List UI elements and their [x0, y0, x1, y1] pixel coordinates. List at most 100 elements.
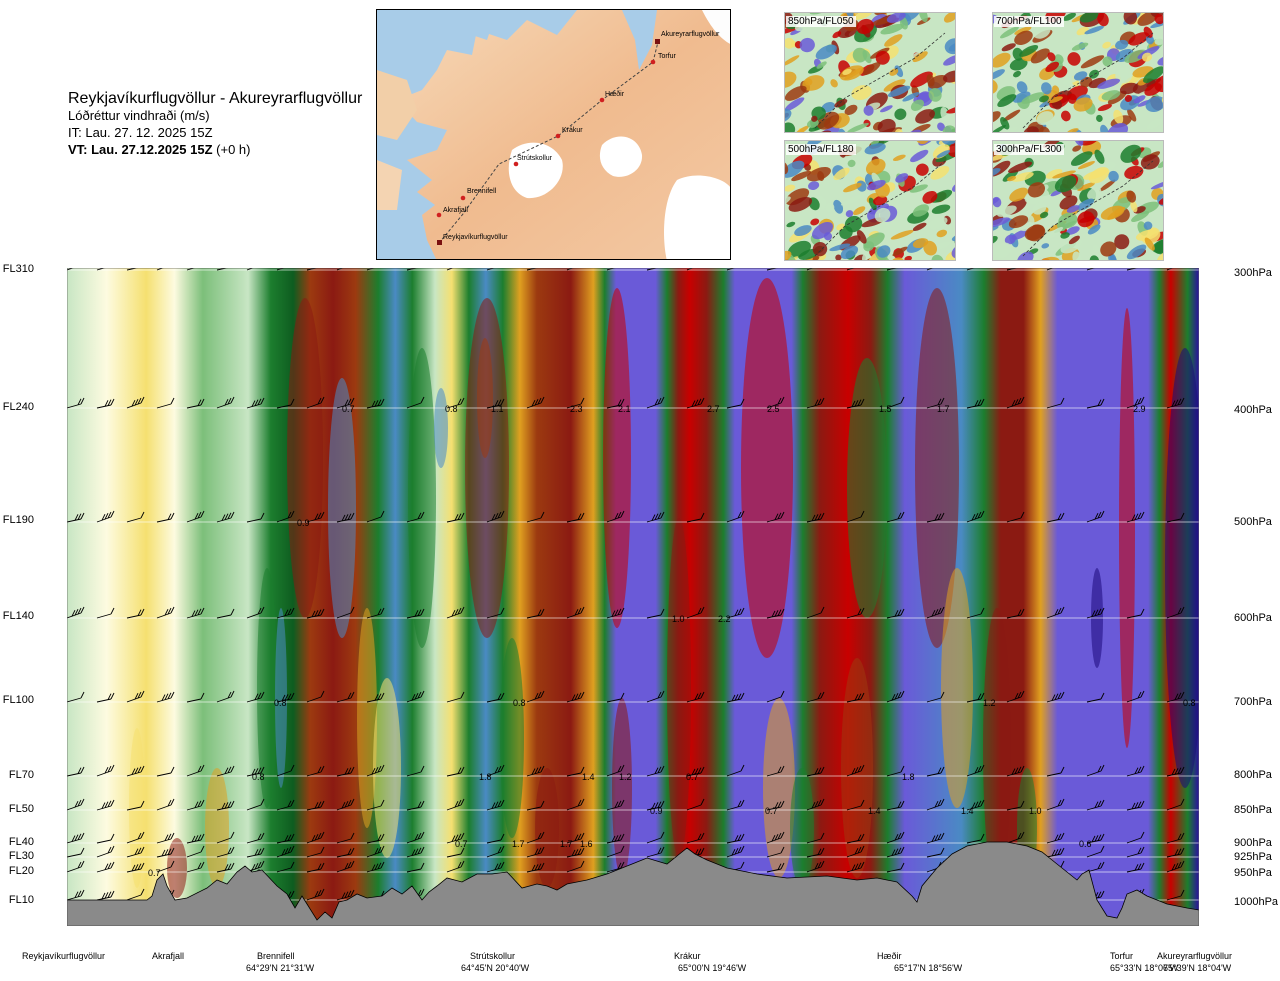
wind-barb — [216, 511, 235, 523]
wind-barb — [67, 766, 85, 777]
chart-title-block: Reykjavíkurflugvöllur - Akureyrarflugvöl… — [68, 90, 362, 158]
wind-barb — [186, 764, 205, 777]
wind-barb — [336, 832, 355, 844]
wind-barb — [67, 832, 85, 844]
wind-barb — [67, 860, 85, 873]
wind-barb — [726, 607, 745, 619]
wind-barb — [126, 800, 145, 811]
wind-barb — [446, 268, 454, 271]
thumbnail-300hpa[interactable]: 300hPa/FL300 — [992, 140, 1164, 261]
wind-barb — [886, 511, 905, 523]
thumbnail-850hpa[interactable]: 850hPa/FL050 — [784, 12, 956, 133]
wind-barb — [566, 397, 585, 409]
hpa-label: 500hPa — [1234, 516, 1272, 528]
wind-barb — [926, 268, 934, 271]
wind-barb — [186, 268, 196, 271]
wind-barb — [766, 690, 785, 703]
wind-barb — [126, 608, 145, 619]
wind-barb — [96, 764, 115, 777]
wind-barb — [1126, 690, 1145, 703]
wind-barb — [156, 766, 175, 777]
wind-barb — [96, 692, 115, 703]
hpa-label: 800hPa — [1234, 769, 1272, 781]
contour-value-label: 0.8 — [252, 772, 265, 782]
waypoint-label: Torfur — [658, 53, 677, 60]
wind-barb — [276, 268, 286, 271]
wind-barb — [486, 861, 505, 873]
wind-barb — [276, 607, 295, 619]
contour-value-label: 1.2 — [983, 698, 996, 708]
contour-value-label: 2.1 — [618, 404, 631, 414]
contour-value-label: 1.7 — [560, 839, 573, 849]
location-strutskollur: Strútskollur 64°45'N 20°40'W — [461, 951, 530, 973]
wind-barb — [1086, 607, 1105, 619]
wind-barb — [846, 268, 856, 271]
wind-barb — [156, 268, 164, 271]
contour-value-label: 1.8 — [902, 772, 915, 782]
waypoint-label: Strútskollur — [517, 155, 553, 162]
contour-region — [257, 568, 277, 808]
wind-barb — [1166, 606, 1185, 619]
thumbnail-500hpa[interactable]: 500hPa/FL180 — [784, 140, 956, 261]
wind-barb — [306, 846, 325, 858]
wind-barb — [766, 862, 785, 873]
wind-barb — [406, 690, 425, 703]
wind-barb — [306, 800, 325, 811]
wind-barb — [566, 832, 585, 844]
wind-barb — [366, 833, 385, 844]
wind-barb — [216, 268, 229, 271]
wind-barb — [1166, 512, 1185, 523]
wind-barb — [1166, 889, 1185, 901]
wind-barb — [186, 833, 205, 844]
wind-barb — [806, 832, 825, 844]
wind-barb — [766, 800, 785, 811]
wind-barb — [566, 268, 574, 271]
thumbnail-700hpa[interactable]: 700hPa/FL100 — [992, 12, 1164, 133]
wind-barb — [806, 798, 825, 811]
wind-barb — [306, 690, 325, 703]
wind-barb — [336, 397, 355, 409]
waypoint-label: Reykjavíkurflugvöllur — [443, 234, 508, 241]
vertical-cross-section: 0.7 0.8 1.1 2.3 2.1 2.7 2.5 1.5 1.7 2.9 0.9 1.0 2.2 0… — [67, 268, 1199, 926]
wind-barb — [126, 396, 145, 409]
wind-barb — [606, 845, 625, 858]
wind-barb — [486, 799, 505, 811]
wind-barb — [1166, 397, 1185, 409]
wind-barb — [846, 510, 865, 523]
wind-barb — [276, 833, 295, 844]
wind-barb — [1166, 798, 1185, 811]
wind-barb — [446, 766, 465, 777]
wind-barb — [186, 398, 205, 409]
wind-barb — [1046, 798, 1065, 811]
wind-barb — [156, 847, 175, 858]
contour-region — [841, 658, 873, 878]
wind-barb — [1086, 764, 1105, 777]
wind-barb — [646, 765, 665, 777]
wind-barb — [406, 268, 419, 271]
wind-barb — [726, 268, 736, 271]
waypoint-label: Akureyrarflugvöllur — [661, 31, 720, 38]
wind-barb — [126, 862, 145, 873]
wind-barb — [886, 608, 905, 619]
wind-barb — [67, 691, 85, 703]
wind-barb — [526, 765, 545, 777]
fl-label: FL190 — [2, 514, 34, 526]
wind-barb — [216, 846, 235, 858]
wind-barb — [486, 398, 505, 409]
contour-value-label: 0.8 — [274, 698, 287, 708]
hpa-label: 850hPa — [1234, 804, 1272, 816]
wind-barb — [1046, 847, 1065, 858]
contour-value-label: 0.7 — [686, 772, 699, 782]
wind-barb — [766, 608, 785, 619]
wind-barb — [566, 606, 585, 619]
wind-barb — [306, 268, 319, 271]
wind-barb — [686, 691, 705, 703]
wind-barb — [67, 606, 85, 619]
wind-barb — [886, 831, 905, 844]
wind-barb — [1046, 832, 1065, 844]
location-brennifell: Brennifell 64°29'N 21°31'W — [246, 951, 315, 973]
contour-region — [667, 518, 691, 858]
contour-value-label: 0.9 — [650, 806, 663, 816]
wind-barb — [886, 396, 905, 409]
wind-barb — [246, 847, 265, 858]
